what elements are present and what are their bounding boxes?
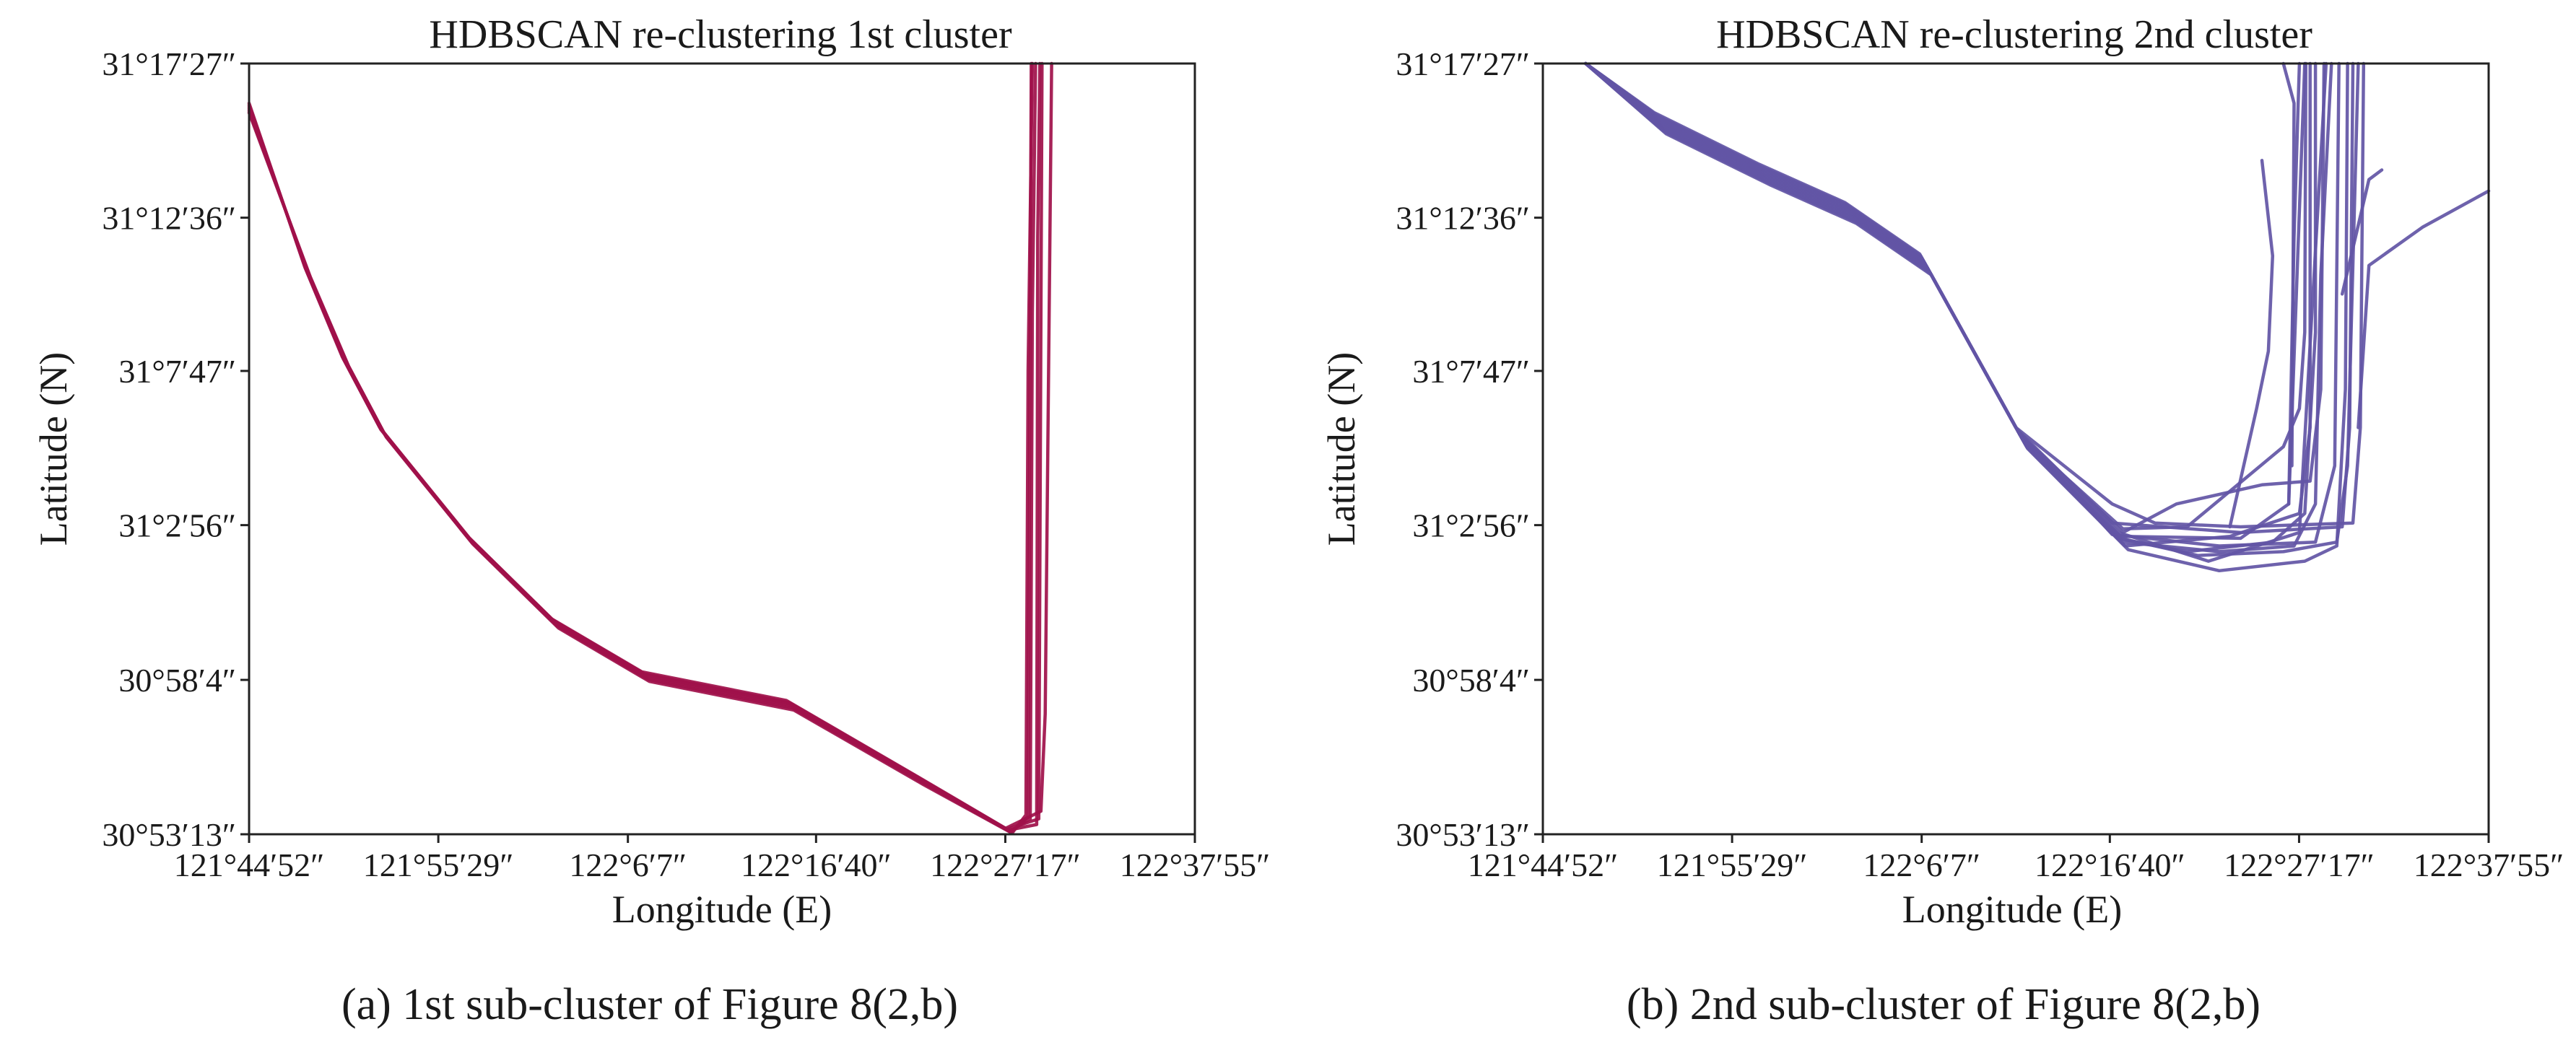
trajectory-line-13 xyxy=(2228,159,2275,529)
trajectory-lines xyxy=(1584,61,2491,573)
panel-1st-cluster: HDBSCAN re-clustering 1st cluster 121°44… xyxy=(32,12,1270,1029)
y-tick-label: 31°7′47″ xyxy=(118,353,236,390)
x-tick-label: 121°44′52″ xyxy=(1468,847,1619,883)
y-tick-label: 31°17′27″ xyxy=(102,45,236,82)
x-axis-label: Longitude (E) xyxy=(1902,888,2122,931)
trajectory-line-15 xyxy=(2286,61,2307,506)
x-tick-label: 121°55′29″ xyxy=(1657,847,1808,883)
x-tick-label: 121°55′29″ xyxy=(363,847,514,883)
trajectory-line-16 xyxy=(2357,189,2491,429)
plot-frame xyxy=(1541,62,2490,836)
axis-ticks: 121°44′52″ 121°55′29″ 122°6′7″ 122°16′40″ 12… xyxy=(102,45,1270,883)
x-tick-label: 122°16′40″ xyxy=(2035,847,2185,883)
y-axis-label: Latitude (N) xyxy=(1320,352,1363,546)
y-tick-label: 30°58′4″ xyxy=(1412,662,1530,699)
x-tick-label: 122°16′40″ xyxy=(741,847,892,883)
y-tick-label: 31°2′56″ xyxy=(118,507,236,544)
y-tick-label: 30°53′13″ xyxy=(102,816,236,853)
y-tick-label: 31°7′47″ xyxy=(1412,353,1530,390)
chart-title: HDBSCAN re-clustering 1st cluster xyxy=(429,12,1012,57)
x-tick-label: 122°6′7″ xyxy=(569,847,687,883)
y-tick-label: 30°58′4″ xyxy=(118,662,236,699)
trajectory-line-3 xyxy=(1584,61,2341,548)
x-tick-label: 122°27′17″ xyxy=(2224,847,2375,883)
panel-2nd-cluster: HDBSCAN re-clustering 2nd cluster 121°44… xyxy=(1320,12,2564,1029)
x-tick-label: 122°37′55″ xyxy=(2414,847,2564,883)
trajectory-line-17 xyxy=(2340,168,2384,296)
trajectory-lines xyxy=(247,61,1053,835)
y-tick-label: 31°12′36″ xyxy=(1396,200,1530,237)
figure-caption: (a) 1st sub-cluster of Figure 8(2,b) xyxy=(341,980,958,1029)
trajectory-line-1 xyxy=(247,61,1053,831)
y-tick-label: 31°2′56″ xyxy=(1412,507,1530,544)
trajectory-line-14 xyxy=(2281,61,2296,468)
trajectory-line-4 xyxy=(247,61,1037,834)
trajectory-line-5 xyxy=(247,61,1033,834)
x-tick-label: 121°44′52″ xyxy=(174,847,325,883)
plot-frame xyxy=(248,62,1196,836)
y-tick-label: 31°17′27″ xyxy=(1396,45,1530,82)
x-tick-label: 122°6′7″ xyxy=(1863,847,1980,883)
figure-caption: (b) 2nd sub-cluster of Figure 8(2,b) xyxy=(1627,980,2260,1029)
chart-title: HDBSCAN re-clustering 2nd cluster xyxy=(1716,12,2312,57)
trajectory-line-2 xyxy=(247,61,1044,831)
x-tick-label: 122°27′17″ xyxy=(930,847,1081,883)
trajectory-line-12 xyxy=(1584,61,2349,573)
x-tick-label: 122°37′55″ xyxy=(1120,847,1271,883)
y-tick-label: 31°12′36″ xyxy=(102,200,236,237)
trajectory-line-3 xyxy=(247,61,1042,832)
trajectory-line-6 xyxy=(247,61,1035,835)
y-axis-label: Latitude (N) xyxy=(32,352,75,546)
axis-ticks: 121°44′52″ 121°55′29″ 122°6′7″ 122°16′40″ 12… xyxy=(1396,45,2564,883)
y-tick-label: 30°53′13″ xyxy=(1396,816,1530,853)
x-axis-label: Longitude (E) xyxy=(612,888,832,931)
